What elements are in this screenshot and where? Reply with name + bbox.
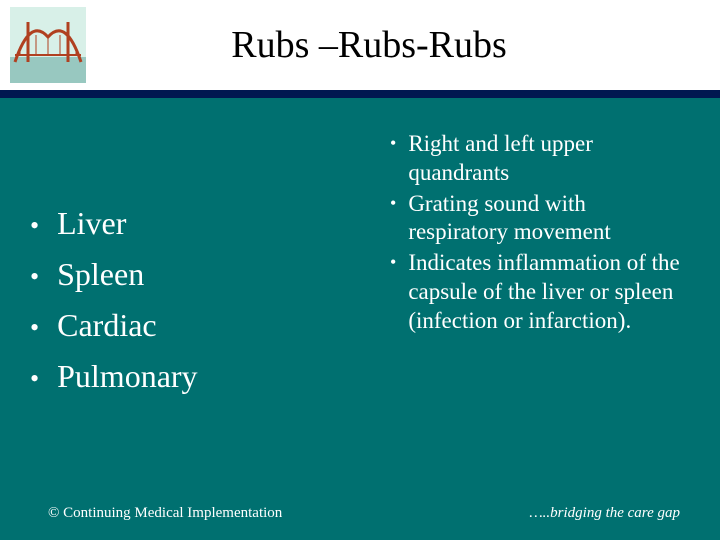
list-item: • Cardiac: [30, 307, 330, 344]
bullet-icon: •: [30, 264, 39, 290]
header-divider: [0, 90, 720, 98]
item-text: Liver: [57, 205, 126, 242]
left-column: • Liver • Spleen • Cardiac • Pulmonary: [0, 120, 360, 480]
footer-right: …..bridging the care gap: [529, 505, 680, 522]
item-text: Spleen: [57, 256, 144, 293]
list-item: • Grating sound with respiratory movemen…: [390, 190, 690, 248]
item-text: Grating sound with respiratory movement: [408, 190, 690, 248]
logo-bridge: [8, 5, 88, 85]
item-text: Right and left upper quandrants: [408, 130, 690, 188]
content-area: • Liver • Spleen • Cardiac • Pulmonary •…: [0, 120, 720, 480]
bullet-icon: •: [30, 366, 39, 392]
bullet-icon: •: [390, 190, 396, 217]
list-item: • Pulmonary: [30, 358, 330, 395]
list-item: • Indicates inflammation of the capsule …: [390, 249, 690, 335]
list-item: • Liver: [30, 205, 330, 242]
header: Rubs –Rubs-Rubs: [0, 0, 720, 90]
bullet-icon: •: [390, 249, 396, 276]
right-column: • Right and left upper quandrants • Grat…: [360, 120, 720, 480]
list-item: • Right and left upper quandrants: [390, 130, 690, 188]
footer-left: © Continuing Medical Implementation: [48, 505, 282, 522]
item-text: Indicates inflammation of the capsule of…: [408, 249, 690, 335]
bullet-icon: •: [30, 315, 39, 341]
item-text: Cardiac: [57, 307, 157, 344]
list-item: • Spleen: [30, 256, 330, 293]
slide-title: Rubs –Rubs-Rubs: [88, 23, 720, 67]
bullet-icon: •: [30, 213, 39, 239]
footer: © Continuing Medical Implementation …..b…: [0, 505, 720, 522]
bullet-icon: •: [390, 130, 396, 157]
item-text: Pulmonary: [57, 358, 197, 395]
